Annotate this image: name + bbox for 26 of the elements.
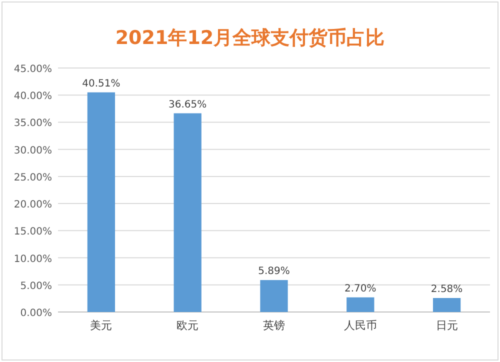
y-tick-label: 40.00% <box>14 91 52 102</box>
x-tick-label: 欧元 <box>176 319 199 332</box>
x-tick-label: 美元 <box>90 319 112 332</box>
bar <box>87 92 116 312</box>
chart-title: 2021年12月全球支付货币占比 <box>115 27 385 49</box>
y-tick-label: 35.00% <box>14 118 52 130</box>
y-tick-label: 10.00% <box>14 254 52 265</box>
bar <box>174 113 202 312</box>
bar <box>346 297 374 312</box>
y-tick-label: 20.00% <box>14 200 52 211</box>
data-label: 36.65% <box>168 99 207 110</box>
x-tick-label: 人民币 <box>344 319 377 332</box>
data-label: 40.51% <box>82 78 120 90</box>
x-tick-label: 日元 <box>436 319 458 332</box>
x-tick-label: 英镑 <box>263 319 285 332</box>
y-tick-label: 25.00% <box>14 172 52 184</box>
y-tick-label: 15.00% <box>14 226 52 238</box>
bar <box>260 280 288 312</box>
data-label: 5.89% <box>258 266 290 278</box>
y-tick-label: 0.00% <box>20 308 52 319</box>
data-label: 2.58% <box>430 284 463 296</box>
y-tick-label: 30.00% <box>14 145 52 156</box>
y-tick-label: 5.00% <box>20 280 52 292</box>
data-label: 2.70% <box>344 283 376 294</box>
bar <box>432 298 461 312</box>
y-tick-label: 45.00% <box>14 64 52 75</box>
